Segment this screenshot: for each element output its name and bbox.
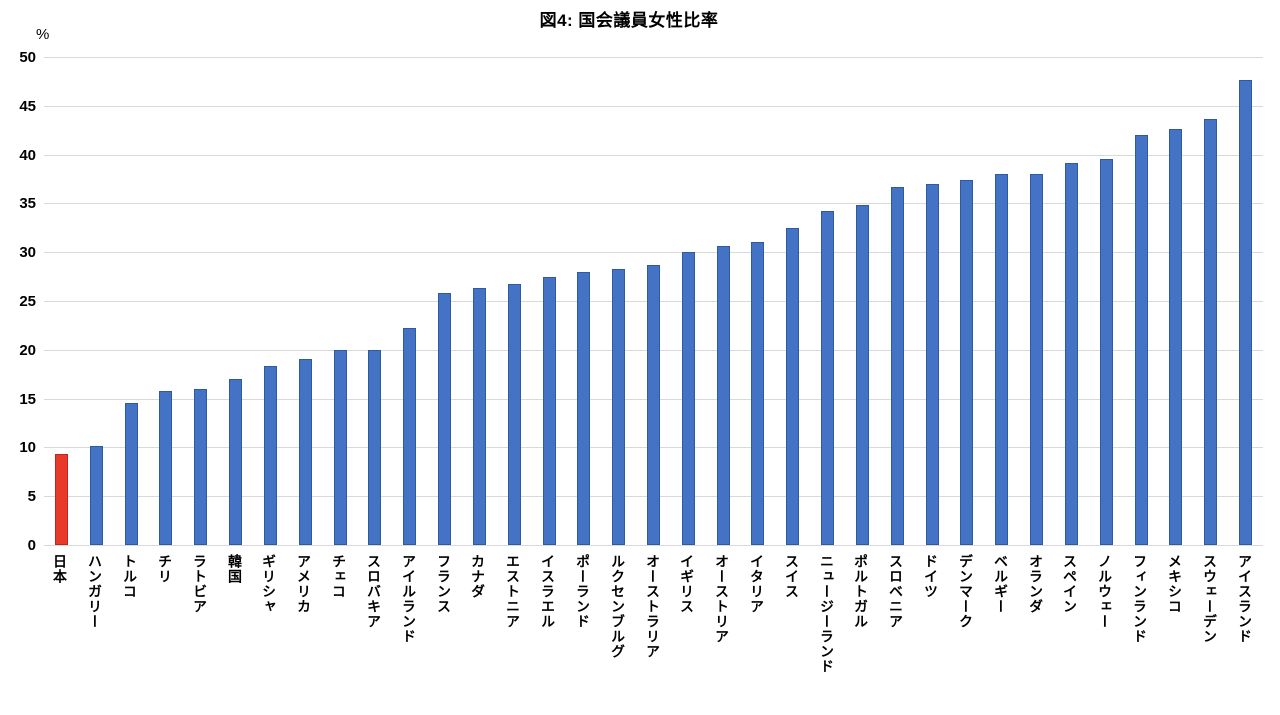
y-tick-label: 30	[19, 244, 36, 261]
y-tick-label: 20	[19, 342, 36, 359]
bar	[1169, 129, 1182, 545]
category-label: スウェーデン	[1202, 554, 1218, 644]
bar	[891, 187, 904, 545]
bar	[125, 403, 138, 545]
category-label: チェコ	[331, 554, 347, 599]
category-label: アイスランド	[1237, 554, 1253, 644]
bar	[1239, 80, 1252, 545]
bar	[90, 446, 103, 545]
y-tick-label: 0	[27, 537, 36, 554]
bar	[717, 246, 730, 545]
bar	[159, 391, 172, 545]
category-label: オーストラリア	[645, 554, 661, 659]
bar	[995, 174, 1008, 545]
category-label: ベルギー	[993, 554, 1009, 614]
bar	[682, 252, 695, 545]
category-label: イスラエル	[540, 554, 556, 629]
gridline	[44, 203, 1263, 204]
category-label: 韓国	[227, 554, 243, 584]
category-label: ポーランド	[575, 554, 591, 629]
bar	[1204, 119, 1217, 545]
bar	[299, 359, 312, 545]
category-label: デンマーク	[958, 554, 974, 629]
category-label: 日本	[52, 554, 68, 584]
category-label: スペイン	[1062, 554, 1078, 614]
category-label: ラトビア	[192, 554, 208, 614]
category-label: カナダ	[470, 554, 486, 599]
bar	[473, 288, 486, 545]
category-label: スロバキア	[366, 554, 382, 629]
category-label: ドイツ	[923, 554, 939, 599]
chart-title: 図4: 国会議員女性比率	[539, 11, 719, 30]
bar	[612, 269, 625, 545]
y-tick-label: 35	[19, 195, 36, 212]
bar	[577, 272, 590, 545]
category-label: エストニア	[505, 554, 521, 629]
bar	[1030, 174, 1043, 545]
y-tick-label: 15	[19, 391, 36, 408]
category-label: ハンガリー	[87, 554, 103, 629]
category-label: オランダ	[1028, 554, 1044, 614]
category-label: アイルランド	[401, 554, 417, 644]
category-label: オーストリア	[714, 554, 730, 644]
y-axis-unit-label: %	[36, 26, 50, 43]
category-label: スイス	[784, 554, 800, 599]
y-tick-label: 5	[27, 488, 36, 505]
gridline	[44, 252, 1263, 253]
bar	[1135, 135, 1148, 545]
category-label: トルコ	[122, 554, 138, 599]
bar	[926, 184, 939, 545]
bar	[438, 293, 451, 545]
bar	[229, 379, 242, 545]
category-label: スロベニア	[888, 554, 904, 629]
bar	[647, 265, 660, 545]
category-label: メキシコ	[1167, 554, 1183, 614]
category-label: ルクセンブルグ	[610, 554, 626, 659]
bar	[403, 328, 416, 545]
bar	[960, 180, 973, 545]
bar	[1100, 159, 1113, 545]
bar	[543, 277, 556, 545]
bar	[264, 366, 277, 545]
bar	[368, 350, 381, 545]
category-label: ニュージーランド	[819, 554, 835, 674]
y-tick-label: 10	[19, 439, 36, 456]
category-label: アメリカ	[296, 554, 312, 614]
bar	[508, 284, 521, 545]
category-label: イギリス	[679, 554, 695, 614]
bar	[194, 389, 207, 545]
y-tick-label: 50	[19, 49, 36, 66]
category-label: イタリア	[749, 554, 765, 614]
category-label: ポルトガル	[853, 554, 869, 629]
gridline	[44, 57, 1263, 58]
y-tick-label: 25	[19, 293, 36, 310]
category-label: ギリシャ	[261, 554, 277, 614]
bar	[821, 211, 834, 545]
category-label: フィンランド	[1132, 554, 1148, 644]
bar	[786, 228, 799, 545]
y-tick-label: 45	[19, 98, 36, 115]
category-label: チリ	[157, 554, 173, 584]
bar	[751, 242, 764, 545]
bar	[1065, 163, 1078, 545]
gridline	[44, 155, 1263, 156]
bar	[334, 350, 347, 545]
bar	[55, 454, 68, 545]
category-label: ノルウェー	[1097, 554, 1113, 629]
y-tick-label: 40	[19, 147, 36, 164]
x-axis-line	[44, 545, 1263, 546]
gridline	[44, 106, 1263, 107]
category-label: フランス	[436, 554, 452, 614]
bar	[856, 205, 869, 545]
